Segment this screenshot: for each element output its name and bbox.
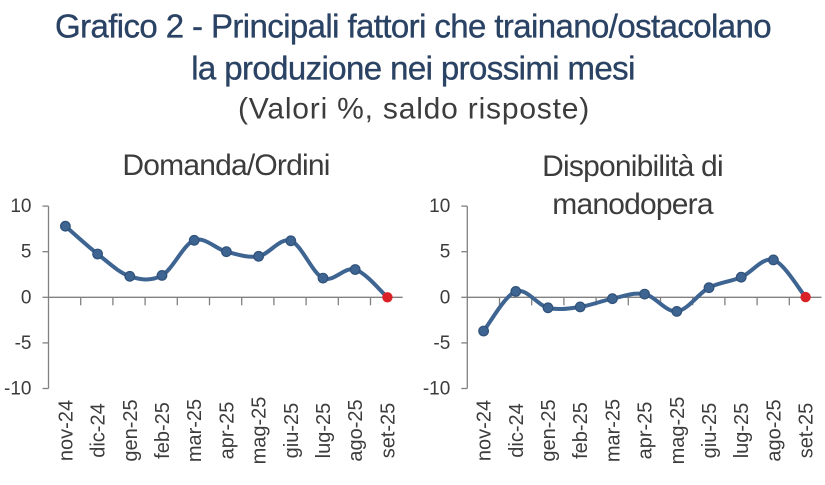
svg-text:5: 5 bbox=[440, 242, 451, 263]
svg-text:apr-25: apr-25 bbox=[216, 402, 238, 460]
svg-text:ago-25: ago-25 bbox=[763, 399, 785, 461]
svg-text:10: 10 bbox=[429, 196, 450, 217]
svg-text:mag-25: mag-25 bbox=[667, 397, 689, 465]
svg-text:ago-25: ago-25 bbox=[345, 399, 367, 461]
svg-text:gen-25: gen-25 bbox=[538, 399, 560, 461]
svg-text:-10: -10 bbox=[423, 379, 450, 400]
svg-text:5: 5 bbox=[21, 242, 32, 263]
svg-text:Grafico 2 - Principali fattori: Grafico 2 - Principali fattori che train… bbox=[55, 8, 771, 45]
svg-text:Disponibilità di: Disponibilità di bbox=[542, 150, 723, 183]
svg-text:-5: -5 bbox=[433, 333, 450, 354]
svg-text:mar-25: mar-25 bbox=[602, 399, 624, 462]
svg-text:0: 0 bbox=[440, 287, 451, 308]
svg-text:mar-25: mar-25 bbox=[184, 399, 206, 462]
svg-text:apr-25: apr-25 bbox=[635, 402, 657, 460]
svg-text:-5: -5 bbox=[15, 333, 32, 354]
svg-text:10: 10 bbox=[10, 196, 31, 217]
svg-text:feb-25: feb-25 bbox=[152, 402, 174, 459]
svg-text:Domanda/Ordini: Domanda/Ordini bbox=[122, 149, 329, 182]
svg-text:manodopera: manodopera bbox=[552, 188, 714, 221]
svg-text:lug-25: lug-25 bbox=[313, 403, 335, 459]
svg-text:dic-24: dic-24 bbox=[506, 403, 528, 457]
svg-text:giu-25: giu-25 bbox=[699, 403, 721, 459]
svg-text:set-25: set-25 bbox=[377, 403, 399, 459]
svg-text:lug-25: lug-25 bbox=[731, 403, 753, 459]
svg-text:set-25: set-25 bbox=[796, 403, 818, 459]
svg-text:giu-25: giu-25 bbox=[281, 403, 303, 459]
svg-text:nov-24: nov-24 bbox=[55, 400, 77, 461]
svg-text:gen-25: gen-25 bbox=[120, 399, 142, 461]
svg-text:-10: -10 bbox=[4, 379, 31, 400]
svg-text:mag-25: mag-25 bbox=[249, 397, 271, 465]
svg-text:nov-24: nov-24 bbox=[474, 400, 496, 461]
svg-text:feb-25: feb-25 bbox=[570, 402, 592, 459]
svg-text:dic-24: dic-24 bbox=[88, 403, 110, 457]
svg-text:la produzione nei prossimi mes: la produzione nei prossimi mesi bbox=[191, 50, 635, 87]
svg-text:(Valori %, saldo risposte): (Valori %, saldo risposte) bbox=[238, 93, 590, 126]
svg-text:0: 0 bbox=[21, 287, 32, 308]
